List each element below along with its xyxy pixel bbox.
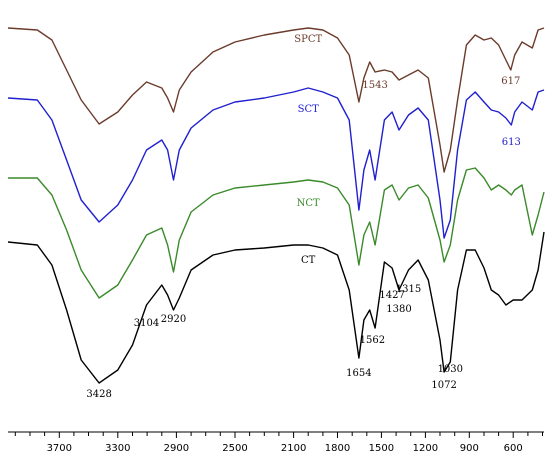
peak-label-1030: 1030 (438, 364, 463, 375)
series-label-spct: SPCT (294, 34, 322, 45)
peak-label-1427: 1427 (379, 290, 404, 301)
series-line-nct (8, 167, 545, 299)
peak-label-1315: 1315 (396, 284, 421, 295)
x-tick-label-900: 900 (460, 443, 479, 454)
series-layer (7, 27, 545, 384)
peak-label-1072: 1072 (431, 380, 456, 391)
peak-label-617: 617 (501, 76, 520, 87)
series-line-sct (7, 87, 545, 239)
x-tick-label-2100: 2100 (281, 443, 306, 454)
series-label-sct: SCT (298, 104, 320, 115)
peak-label-613: 613 (502, 137, 521, 148)
x-tick-label-1800: 1800 (325, 443, 350, 454)
series-line-ct (7, 231, 545, 384)
x-tick-label-1200: 1200 (413, 443, 438, 454)
peak-label-3428: 3428 (86, 389, 111, 400)
peak-label-1543: 1543 (362, 80, 387, 91)
x-tick-label-3300: 3300 (105, 443, 130, 454)
series-label-ct: CT (301, 255, 316, 266)
series-line-spct (7, 27, 545, 173)
series-label-nct: NCT (297, 198, 320, 209)
peak-label-1562: 1562 (360, 335, 385, 346)
peak-label-2920: 2920 (161, 314, 186, 325)
peak-label-3104: 3104 (134, 318, 159, 329)
x-axis: 3700 3300 2900 2500 2100 1800 1500 1200 900 600 (8, 431, 544, 454)
peak-label-1654: 1654 (346, 368, 371, 379)
x-tick-label-2500: 2500 (222, 443, 247, 454)
peak-label-1380: 1380 (386, 304, 411, 315)
x-tick-label-1500: 1500 (369, 443, 394, 454)
x-tick-label-2900: 2900 (164, 443, 189, 454)
x-tick-label-600: 600 (504, 443, 523, 454)
x-tick-label-3700: 3700 (47, 443, 72, 454)
